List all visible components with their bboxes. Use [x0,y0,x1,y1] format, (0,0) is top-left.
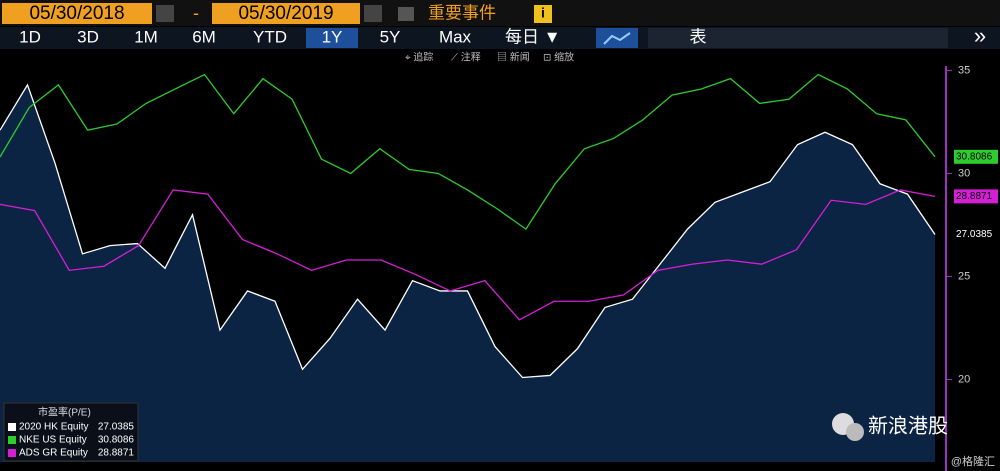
range-button[interactable]: 5Y [380,27,401,46]
last-value-label: 30.8086 [956,151,993,162]
tool-button[interactable]: ▤ 新闻 [497,51,530,64]
range-button[interactable]: 3D [77,27,99,46]
tool-button[interactable]: ⌖ 追踪 [405,51,433,64]
legend-value: 27.0385 [98,422,135,433]
legend-value: 28.8871 [98,448,135,459]
range-button[interactable]: 6M [192,27,216,46]
y-tick-label: 35 [958,64,970,76]
table-button[interactable] [648,28,948,48]
legend-name: 2020 HK Equity [19,422,89,433]
table-label: 表 [690,27,707,46]
info-icon[interactable] [534,5,552,23]
line [0,189,936,321]
y-tick-label: 30 [958,167,970,179]
y-tick-label: 25 [958,270,970,282]
frequency[interactable]: 每日 ▼ [505,27,561,46]
range-button[interactable]: 1M [134,27,158,46]
line [0,73,936,231]
range-button[interactable]: Max [439,27,472,46]
tool-button[interactable]: ⟋ 注释 [451,51,481,64]
range-button[interactable]: 1Y [322,27,343,46]
tool-bar [0,50,1000,66]
range-button-active[interactable] [306,28,358,48]
legend [3,402,139,462]
legend-value: 30.8086 [98,435,135,446]
legend-name: ADS GR Equity [19,448,88,459]
legend-name: NKE US Equity [19,435,87,446]
calendar-icon[interactable] [156,5,174,22]
separator: - [193,3,199,23]
last-value-box [954,189,998,204]
more-button[interactable]: » [974,23,986,48]
info-text: i [541,5,545,21]
last-value-label: 28.8871 [956,191,993,202]
line [0,83,936,379]
events-label: 重要事件 [428,3,496,22]
last-value-box [954,227,998,242]
area [0,84,935,463]
calendar-icon[interactable] [364,5,382,22]
tool-button[interactable]: ⊡ 缩放 [543,51,574,64]
checkbox[interactable] [398,7,414,21]
last-value-box [954,149,998,164]
start-date: 05/30/2018 [29,3,124,24]
legend-swatch [8,436,16,444]
legend-swatch [8,449,16,457]
end-date: 05/30/2019 [238,3,333,24]
range-button[interactable]: YTD [253,27,287,46]
legend-swatch [8,423,16,431]
wechat-icon [846,423,864,441]
range-button[interactable]: 1D [19,27,41,46]
y-tick-label: 20 [958,373,970,385]
date-box[interactable] [212,3,360,24]
credit: @格隆汇 [951,454,995,468]
watermark: 新浪港股 [868,414,948,437]
date-box[interactable] [2,3,152,24]
chart-icon [603,32,631,45]
last-value-label: 27.0385 [956,229,993,240]
legend-title: 市盈率(P/E) [38,406,91,419]
